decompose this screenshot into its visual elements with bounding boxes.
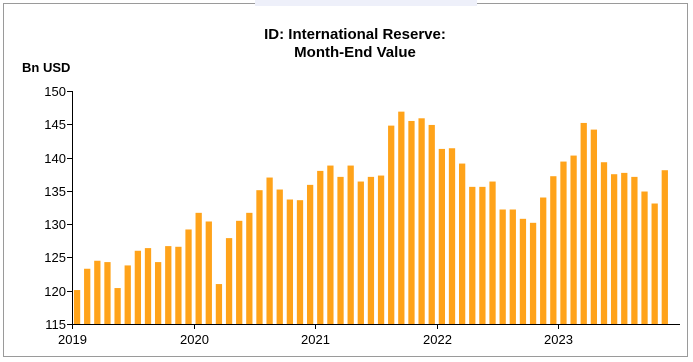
x-tick-label-2023: 2023	[544, 332, 573, 347]
bar-2020-04	[225, 238, 233, 324]
y-tick-label-145: 145	[44, 117, 66, 132]
bar-2023-03	[580, 122, 587, 324]
y-tick-label-140: 140	[44, 151, 66, 166]
bar-2019-06	[124, 265, 131, 324]
bar-2023-06	[610, 174, 618, 324]
chart-title-line-2: Month-End Value	[294, 44, 416, 61]
bar-2020-06	[246, 212, 253, 324]
y-axis-unit-label: Bn USD	[22, 60, 70, 75]
bar-2019-04	[104, 262, 111, 324]
bar-2019-09	[154, 262, 162, 324]
bar-2021-01	[317, 170, 324, 324]
bar-2019-07	[134, 250, 142, 324]
bar-2022-08	[509, 209, 516, 324]
bar-2021-02	[327, 165, 334, 324]
bar-2021-07	[377, 175, 385, 324]
bar-2023-09	[641, 191, 648, 324]
bar-2019-01	[73, 290, 81, 324]
bar-2020-05	[236, 220, 243, 324]
bar-2019-05	[114, 288, 121, 324]
y-tick-label-130: 130	[44, 217, 66, 232]
bar-2020-01	[195, 212, 202, 324]
bar-2020-11	[296, 200, 304, 324]
bar-2020-03	[215, 284, 223, 324]
bar-2020-09	[276, 189, 283, 324]
top-decoration	[255, 0, 477, 6]
bar-2022-06	[489, 181, 496, 324]
bar-2022-05	[479, 186, 486, 324]
y-tick-label-125: 125	[44, 250, 66, 265]
bar-2023-01	[560, 161, 567, 324]
bar-2023-04	[590, 129, 598, 324]
axes-group: 115 120 125 130 135 140 145 150 2019 2020 2021 2022…	[44, 84, 680, 347]
bar-2021-03	[337, 176, 344, 324]
y-tick-label-150: 150	[44, 84, 66, 99]
bar-2022-10	[529, 222, 537, 324]
bar-2023-08	[631, 176, 638, 324]
bar-2019-02	[84, 268, 91, 324]
bar-2022-01	[438, 148, 446, 324]
bar-2023-05	[600, 162, 608, 324]
bar-2019-11	[175, 246, 182, 324]
bar-2020-02	[205, 221, 212, 324]
bar-2020-12	[306, 184, 314, 324]
y-tick-label-120: 120	[44, 284, 66, 299]
bar-2019-10	[165, 246, 172, 324]
x-tick-label-2020: 2020	[180, 332, 209, 347]
bar-2021-04	[347, 165, 354, 324]
bar-2022-11	[540, 197, 547, 324]
bar-2022-12	[550, 176, 557, 324]
bar-2022-09	[519, 218, 527, 324]
x-tick-label-2022: 2022	[423, 332, 452, 347]
bar-2022-07	[499, 209, 506, 324]
bar-2021-06	[367, 176, 375, 324]
bars-group	[73, 111, 668, 325]
bar-2021-11	[418, 118, 425, 324]
y-tick-label-135: 135	[44, 184, 66, 199]
x-tick-label-2019: 2019	[58, 332, 87, 347]
bar-2020-08	[266, 177, 273, 324]
bar-2022-03	[458, 163, 466, 324]
bar-2021-09	[398, 111, 405, 324]
bar-2023-10	[651, 203, 658, 324]
bar-2019-12	[185, 229, 192, 324]
y-tick-label-115: 115	[45, 317, 66, 332]
bar-2023-11	[661, 170, 668, 324]
bar-2021-05	[357, 181, 364, 324]
bar-2020-07	[256, 190, 263, 324]
bar-2019-03	[94, 260, 101, 324]
bar-2023-02	[570, 155, 577, 324]
bar-2023-07	[621, 172, 628, 324]
bar-2019-08	[144, 248, 152, 324]
bar-2021-10	[408, 120, 415, 325]
bar-2022-02	[448, 148, 456, 324]
bar-2022-04	[469, 186, 476, 324]
x-tick-label-2021: 2021	[301, 332, 330, 347]
bar-2021-12	[428, 124, 435, 324]
bar-2021-08	[388, 125, 395, 325]
chart-title-line-1: ID: International Reserve:	[264, 26, 446, 43]
bar-2020-10	[286, 199, 294, 324]
